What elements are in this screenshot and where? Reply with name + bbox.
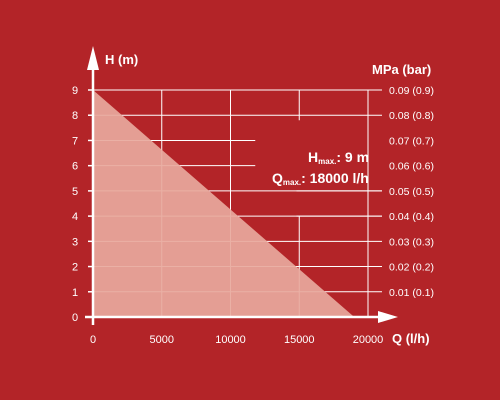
y-tick-label: 1 [72,287,78,299]
performance-area [93,90,355,317]
qmax-label: Qmax.: 18000 l/h [272,170,369,187]
x-tick-label: 15000 [284,334,315,346]
y-right-tick-label: 0.03 (0.3) [389,236,434,248]
x-axis-arrow-icon [378,311,398,323]
tick-labels: 0 1 2 3 4 5 6 7 8 9 0.01 (0.1) 0.02 (0.2) 0.03 (0.3)… [72,85,434,346]
qmax-sub: max. [283,178,301,187]
x-tick-label: 0 [90,334,96,346]
y-right-tick-label: 0.08 (0.8) [389,110,434,122]
y-tick-label: 5 [72,186,78,198]
qmax-prefix: Q [272,170,283,186]
y-right-tick-label: 0.06 (0.6) [389,161,434,173]
y-tick-label: 4 [72,211,78,223]
x-tick-label: 5000 [150,334,174,346]
x-tick-label: 10000 [215,334,246,346]
x-axis-title: Q (l/h) [392,331,430,346]
y-tick-label: 8 [72,110,78,122]
y-tick-label: 0 [72,312,78,324]
y-right-tick-label: 0.09 (0.9) [389,85,434,97]
hmax-value: : 9 m [336,149,369,165]
y-tick-label: 9 [72,85,78,97]
y-right-tick-label: 0.02 (0.2) [389,262,434,274]
y-tick-label: 7 [72,135,78,147]
axes [85,46,398,325]
y-axis-title: H (m) [105,52,138,67]
x-tick-label: 20000 [353,334,384,346]
y-tick-label: 6 [72,161,78,173]
hmax-label: Hmax.: 9 m [308,149,369,166]
y-tick-label: 2 [72,262,78,274]
y-right-tick-label: 0.01 (0.1) [389,287,434,299]
y-axis-arrow-icon [87,46,99,70]
hmax-prefix: H [308,149,318,165]
y-right-tick-label: 0.05 (0.5) [389,186,434,198]
y-right-tick-label: 0.07 (0.7) [389,135,434,147]
y-right-axis-title: MPa (bar) [372,62,431,77]
hmax-sub: max. [318,157,336,166]
y-tick-label: 3 [72,236,78,248]
qmax-value: : 18000 l/h [301,170,369,186]
y-right-tick-label: 0.04 (0.4) [389,211,434,223]
max-annotation: Hmax.: 9 m Qmax.: 18000 l/h [272,149,369,187]
